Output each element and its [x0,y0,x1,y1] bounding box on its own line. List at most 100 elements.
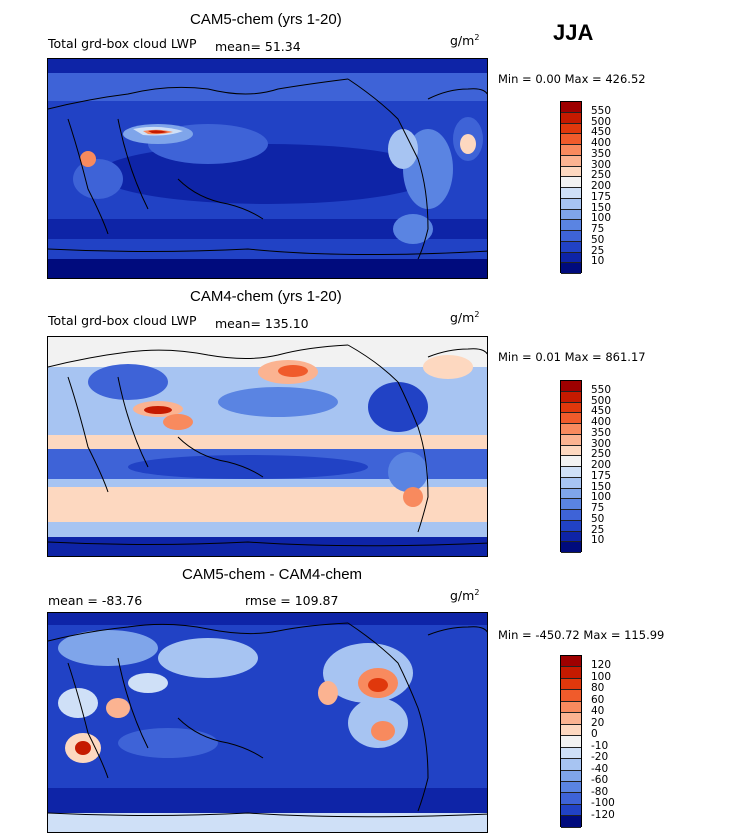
colorbar-swatch [561,816,581,828]
colorbar-tick-label: 150 [591,201,612,214]
colorbar-tick-label: 500 [591,394,612,407]
colorbar-swatch [561,713,581,725]
colorbar-swatch [561,123,581,135]
colorbar-tick-label: 400 [591,137,612,149]
colorbar-tick-label: 40 [591,705,605,718]
colorbar-tick-label: 75 [591,223,605,235]
colorbar-tick-label: 25 [591,244,605,257]
colorbar-tick-label: 175 [591,469,612,482]
colorbar-swatch [561,112,581,124]
colorbar-swatch [561,177,581,188]
colorbar-tick-label: 60 [591,693,605,706]
colorbar-tick-label: 450 [591,126,612,139]
colorbar-swatch [561,402,581,414]
colorbar-tick-label: 200 [591,180,612,192]
panel2-mean: mean= 135.10 [215,316,309,331]
colorbar-swatch [561,252,581,264]
colorbar-swatch [561,499,581,510]
colorbar-swatch [561,209,581,221]
colorbar-swatch [561,701,581,714]
colorbar-swatch [561,102,581,113]
panel2-map [47,336,488,557]
colorbar-tick-label: 75 [591,502,605,514]
colorbar-swatch [561,793,581,805]
colorbar-swatch [561,456,581,467]
panel2-colorbar [560,380,582,553]
colorbar-tick-label: 120 [591,659,612,672]
colorbar-tick-label: 20 [591,716,605,729]
colorbar-tick-label: -60 [591,774,609,787]
colorbar-tick-label: 150 [591,480,612,493]
colorbar-tick-label: -80 [591,785,609,798]
colorbar-swatch [561,488,581,500]
colorbar-swatch [561,155,581,167]
colorbar-tick-label: 300 [591,158,612,171]
colorbar-tick-label: 100 [591,212,612,225]
colorbar-tick-label: 350 [591,147,612,160]
colorbar-tick-label: 10 [591,255,605,268]
colorbar-swatch [561,770,581,782]
panel1-colorbar [560,101,582,274]
panel3-colorbar-labels: 120 100 80 60 40 20 0 -10 -20 -40 -60 -80 -100 -120 [591,655,631,827]
season-label: JJA [553,20,594,45]
panel3-mean: mean = -83.76 [48,593,143,608]
panel3-title: CAM5-chem - CAM4-chem [182,566,363,583]
colorbar-tick-label: 300 [591,437,612,450]
panel3-map [47,612,488,833]
colorbar-tick-label: -120 [591,808,615,821]
colorbar-swatch [561,231,581,242]
panel2-subtitle: Total grd-box cloud LWP [48,313,197,328]
colorbar-swatch [561,166,581,178]
colorbar-swatch [561,477,581,489]
colorbar-tick-label: 25 [591,523,605,536]
colorbar-swatch [561,531,581,543]
colorbar-swatch [561,736,581,748]
panel3-minmax: Min = -450.72 Max = 115.99 [498,628,665,642]
colorbar-swatch [561,467,581,478]
colorbar-swatch [561,198,581,210]
colorbar-tick-label: 10 [591,534,605,547]
colorbar-swatch [561,134,581,145]
colorbar-swatch [561,667,581,679]
colorbar-swatch [561,759,581,771]
colorbar-tick-label: 175 [591,190,612,203]
panel2-minmax: Min = 0.01 Max = 861.17 [498,350,646,364]
colorbar-tick-label: -20 [591,751,609,764]
panel1-colorbar-labels: 550 500 450 400 350 300 250 200 175 150 100 75 50 25 1… [591,101,631,273]
panel1-minmax: Min = 0.00 Max = 426.52 [498,72,646,86]
colorbar-swatch [561,391,581,403]
colorbar-swatch [561,381,581,392]
colorbar-tick-label: 80 [591,682,605,695]
colorbar-swatch [561,804,581,817]
colorbar-swatch [561,434,581,446]
colorbar-swatch [561,724,581,737]
colorbar-tick-label: -100 [591,797,615,810]
colorbar-tick-label: -10 [591,739,609,752]
panel1-subtitle: Total grd-box cloud LWP [48,36,197,51]
panel3-rmse: rmse = 109.87 [245,593,339,608]
panel1-units: g/m2 [450,33,480,49]
panel1-title: CAM5-chem (yrs 1-20) [190,11,342,28]
panel3-units: g/m2 [450,588,480,604]
colorbar-swatch [561,520,581,532]
colorbar-swatch [561,188,581,199]
panel1-mean: mean= 51.34 [215,39,301,54]
colorbar-tick-label: 250 [591,448,612,461]
colorbar-tick-label: 50 [591,233,605,246]
colorbar-tick-label: 400 [591,416,612,428]
colorbar-swatch [561,781,581,794]
colorbar-tick-label: 550 [591,383,612,396]
colorbar-swatch [561,241,581,253]
colorbar-swatch [561,656,581,668]
panel2-title: CAM4-chem (yrs 1-20) [190,288,342,305]
colorbar-tick-label: 350 [591,426,612,439]
colorbar-swatch [561,510,581,521]
colorbar-tick-label: 0 [591,728,598,741]
colorbar-swatch [561,678,581,691]
colorbar-tick-label: 550 [591,104,612,117]
panel3-colorbar [560,655,582,828]
colorbar-swatch [561,263,581,274]
colorbar-tick-label: 50 [591,512,605,525]
colorbar-swatch [561,413,581,424]
colorbar-swatch [561,220,581,231]
